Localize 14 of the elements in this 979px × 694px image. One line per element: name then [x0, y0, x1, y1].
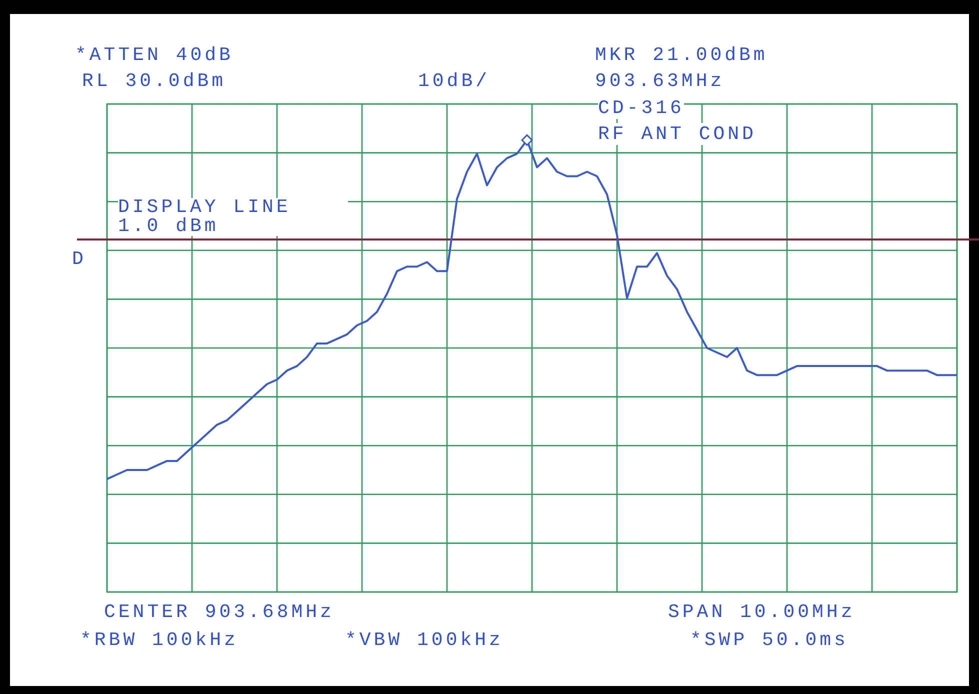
text: *SWP 50.0ms: [690, 629, 848, 651]
text: MKR 21.00dBm: [595, 44, 768, 66]
text: *VBW 100kHz: [345, 629, 504, 651]
annotation: RF ANT COND: [598, 123, 756, 145]
text: D: [72, 248, 86, 270]
text: 903.63MHz: [595, 70, 725, 92]
text: RL 30.0dBm: [82, 70, 226, 92]
text: CD-316: [598, 97, 684, 119]
ref-line-label: DISPLAY LINE 1.0 dBm: [118, 196, 348, 237]
text: 10dB/: [418, 70, 490, 92]
text: SPAN 10.00MHz: [668, 601, 856, 623]
text: CENTER 903.68MHz: [104, 601, 334, 623]
text: *ATTEN 40dB: [75, 44, 234, 66]
text: *RBW 100kHz: [80, 629, 238, 651]
